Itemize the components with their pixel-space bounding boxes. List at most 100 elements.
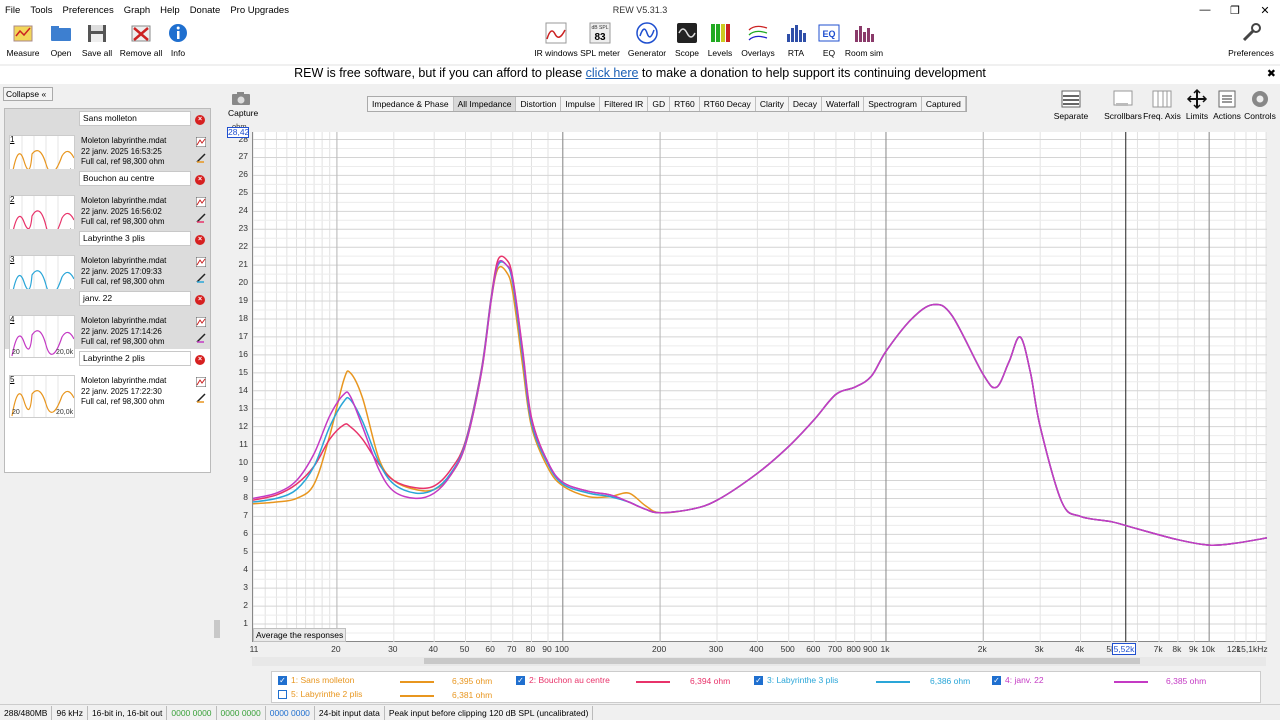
pen-icon[interactable] [196,333,206,343]
pen-icon[interactable] [196,153,206,163]
legend-checkbox[interactable] [278,689,287,699]
eq-button[interactable]: EQ EQ [804,22,854,58]
separate-button[interactable]: Separate [1047,88,1095,121]
rta-button[interactable]: RTA [771,22,821,58]
preferences-button[interactable]: Preferences [1226,22,1276,58]
room-sim-button[interactable]: Room sim [839,22,889,58]
measurement-thumbnail[interactable]: 20 20,0k [9,375,75,419]
tab-waterfall[interactable]: Waterfall [822,97,865,111]
menu-tools[interactable]: Tools [30,4,53,16]
spl-meter-button[interactable]: dB SPL 83 SPL meter [575,22,625,58]
overlays-button[interactable]: Overlays [733,22,783,58]
menu-donate[interactable]: Donate [189,4,221,16]
measurement-item[interactable]: Labyrinthe 2 plis × 20 20,0k 5 Moleton labyri… [5,349,210,419]
scope-button[interactable]: Scope [662,22,712,58]
legend-swatch [1114,681,1148,683]
close-button[interactable]: ✕ [1260,4,1270,17]
freq-axis-button[interactable]: Freq. Axis [1138,88,1186,121]
remove-all-button[interactable]: Remove all [119,22,163,58]
pen-icon[interactable] [196,273,206,283]
legend-checkbox[interactable]: ✓ [992,675,1001,685]
tab-filtered-ir[interactable]: Filtered IR [600,97,649,111]
delete-icon[interactable]: × [195,295,205,305]
levels-button[interactable]: Levels [695,22,745,58]
tab-gd[interactable]: GD [648,97,671,111]
menu-file[interactable]: File [5,4,21,16]
y-axis-unit: ohm [232,122,247,131]
tab-rt60[interactable]: RT60 [670,97,700,111]
legend-item[interactable]: ✓ 3: Labyrinthe 3 plis [754,675,838,685]
limits-button[interactable]: Limits [1173,88,1221,121]
tab-impedance-phase[interactable]: Impedance & Phase [368,97,454,111]
collapse-button[interactable]: Collapse « [3,87,53,101]
average-responses-button[interactable]: Average the responses [253,628,347,642]
tab-rt60-decay[interactable]: RT60 Decay [700,97,756,111]
delete-icon[interactable]: × [195,175,205,185]
scrollbars-button[interactable]: Scrollbars [1099,88,1147,121]
info-button[interactable]: Info [156,22,200,58]
donation-link[interactable]: click here [585,66,639,80]
tab-captured[interactable]: Captured [922,97,966,111]
tab-all-impedance[interactable]: All Impedance [453,97,517,111]
delete-icon[interactable]: × [195,235,205,245]
legend-checkbox[interactable]: ✓ [278,675,287,685]
graph-tool-label: Freq. Axis [1143,111,1181,121]
horizontal-scrollbar[interactable] [252,657,1266,666]
measurement-name-field[interactable]: Labyrinthe 2 plis [79,351,191,366]
measurement-name-field[interactable]: janv. 22 [79,291,191,306]
open-button[interactable]: Open [39,22,83,58]
thumbnail-curve [11,150,75,177]
minimize-button[interactable]: — [1199,4,1211,16]
vertical-scrollbar[interactable] [214,620,220,638]
delete-icon[interactable]: × [195,355,205,365]
menu-help[interactable]: Help [160,4,180,16]
save-all-button[interactable]: Save all [75,22,119,58]
tab-clarity[interactable]: Clarity [756,97,789,111]
tab-impulse[interactable]: Impulse [561,97,601,111]
x-tick-label: 10k [1201,644,1216,654]
menu-graph[interactable]: Graph [123,4,151,16]
pen-icon[interactable] [196,213,206,223]
pen-icon[interactable] [196,393,206,403]
measurement-name-field[interactable]: Bouchon au centre [79,171,191,186]
title-bar: File Tools Preferences Graph Help Donate Pro U… [0,0,1280,20]
controls-button[interactable]: Controls [1236,88,1280,121]
chart-icon[interactable] [196,197,206,207]
tab-decay[interactable]: Decay [789,97,822,111]
measure-button[interactable]: Measure [1,22,45,58]
legend-item[interactable]: ✓ 2: Bouchon au centre [516,675,610,685]
generator-button[interactable]: Generator [622,22,672,58]
menu-preferences[interactable]: Preferences [62,4,114,16]
measurement-name-field[interactable]: Sans molleton [79,111,191,126]
tab-spectrogram[interactable]: Spectrogram [864,97,922,111]
tab-distortion[interactable]: Distortion [516,97,562,111]
actions-button[interactable]: Actions [1203,88,1251,121]
impedance-plot[interactable] [252,132,1268,642]
status-field: 288/480MB [0,705,53,720]
menu-pro-upgrades[interactable]: Pro Upgrades [230,4,289,16]
close-donation-icon[interactable]: ✖ [1266,68,1276,80]
chart-icon[interactable] [196,377,206,387]
delete-icon[interactable]: × [195,115,205,125]
legend-checkbox[interactable]: ✓ [516,675,525,685]
legend-item[interactable]: 5: Labyrinthe 2 plis [278,689,362,699]
chart-icon[interactable] [196,317,206,327]
maximize-button[interactable]: ❐ [1230,4,1240,17]
measurement-name-field[interactable]: Labyrinthe 3 plis [79,231,191,246]
chart-icon[interactable] [196,137,206,147]
chart-icon[interactable] [196,257,206,267]
legend-item[interactable]: ✓ 4: janv. 22 [992,675,1044,685]
generator-icon [636,22,658,44]
y-tick-label: 17 [238,330,248,341]
thumbnail-max-label: 20,0k [56,349,74,356]
legend-item[interactable]: ✓ 1: Sans molleton [278,675,354,685]
measurement-thumbnail[interactable]: 20 20,0k [9,315,75,359]
capture-button[interactable]: Capture [228,90,258,118]
ir-windows-button[interactable]: IR windows [531,22,581,58]
legend-checkbox[interactable]: ✓ [754,675,763,685]
measurement-item[interactable]: janv. 22 × 20 20,0k 4 Moleton labyrinthe.mdat… [5,289,210,359]
horizontal-scrollbar-thumb[interactable] [424,658,1140,664]
